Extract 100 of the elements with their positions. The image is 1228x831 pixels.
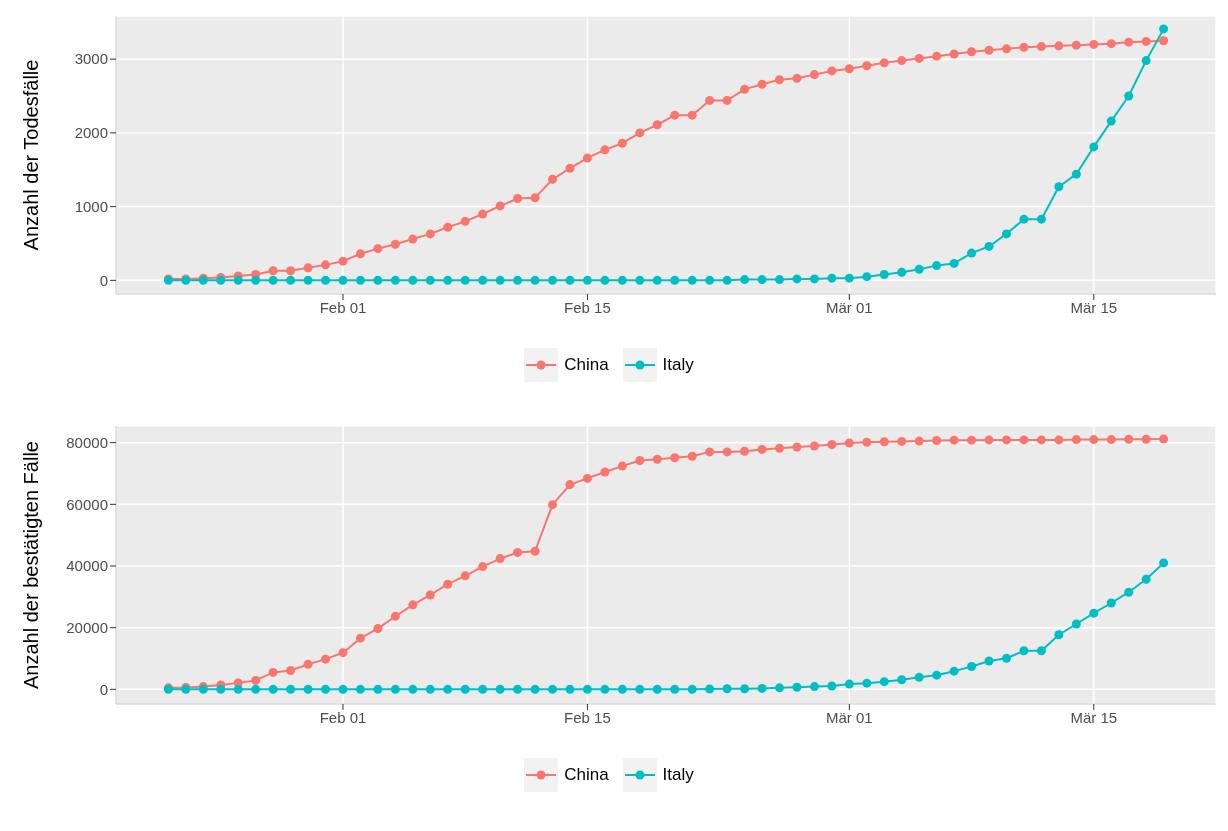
point: [216, 684, 226, 694]
point: [1071, 169, 1081, 179]
point: [1054, 41, 1064, 51]
point: [565, 684, 575, 694]
point: [792, 682, 802, 692]
y-axis-title: Anzahl der Todesfälle: [20, 59, 43, 251]
point: [582, 153, 592, 163]
point: [1106, 435, 1116, 445]
point: [233, 684, 243, 694]
point: [373, 684, 383, 694]
point: [740, 446, 750, 456]
point: [1054, 182, 1064, 192]
point: [1001, 229, 1011, 239]
point: [530, 193, 540, 203]
point: [600, 467, 610, 477]
point: [408, 684, 418, 694]
point: [443, 222, 453, 232]
point: [967, 662, 977, 672]
point: [1019, 646, 1029, 656]
point: [617, 684, 627, 694]
point: [286, 666, 296, 676]
point: [757, 275, 767, 285]
point: [1106, 39, 1116, 49]
point: [1106, 598, 1116, 608]
point: [565, 275, 575, 285]
point: [425, 275, 435, 285]
point: [530, 684, 540, 694]
point: [809, 70, 819, 80]
point: [949, 666, 959, 676]
y-tick-label: 40000: [66, 557, 108, 575]
point: [740, 275, 750, 285]
point: [1054, 630, 1064, 640]
y-tick-label: 0: [99, 271, 108, 289]
point: [460, 571, 470, 581]
point: [513, 547, 523, 557]
point: [949, 258, 959, 268]
point: [321, 684, 331, 694]
point: [635, 456, 645, 466]
legend-label: Italy: [662, 355, 694, 375]
point: [687, 275, 697, 285]
point: [932, 670, 942, 680]
point: [338, 275, 348, 285]
point: [914, 264, 924, 274]
point: [862, 678, 872, 688]
point: [740, 684, 750, 694]
point: [321, 260, 331, 270]
point: [879, 677, 889, 687]
point: [967, 47, 977, 57]
point: [251, 275, 261, 285]
point: [1054, 435, 1064, 445]
point: [1124, 587, 1134, 597]
point: [722, 95, 732, 105]
point: [740, 84, 750, 94]
point: [1071, 619, 1081, 629]
x-tick-label: Feb 15: [564, 298, 611, 316]
point: [635, 128, 645, 138]
point: [495, 554, 505, 564]
point: [338, 256, 348, 266]
point: [1159, 24, 1169, 34]
point: [670, 275, 680, 285]
point: [617, 275, 627, 285]
point: [809, 682, 819, 692]
point: [949, 435, 959, 445]
point: [757, 79, 767, 89]
y-tick-label: 1000: [74, 197, 108, 215]
point: [565, 480, 575, 490]
point: [390, 275, 400, 285]
point: [390, 239, 400, 249]
point: [635, 684, 645, 694]
point: [897, 267, 907, 277]
point: [600, 275, 610, 285]
point: [513, 684, 523, 694]
point: [984, 241, 994, 251]
legend-label: Italy: [662, 765, 694, 785]
point: [530, 275, 540, 285]
point: [1159, 558, 1169, 568]
point: [1124, 37, 1134, 47]
point: [1089, 435, 1099, 445]
point: [1001, 435, 1011, 445]
point: [949, 49, 959, 59]
point: [984, 45, 994, 55]
point: [774, 275, 784, 285]
point: [373, 275, 383, 285]
point: [1124, 434, 1134, 444]
y-axis-title: Anzahl der bestätigten Fälle: [20, 441, 43, 689]
point: [443, 579, 453, 589]
point: [1089, 39, 1099, 49]
point: [1141, 36, 1151, 46]
point: [670, 684, 680, 694]
point: [1159, 434, 1169, 444]
point: [600, 145, 610, 155]
point: [548, 500, 558, 510]
point: [565, 163, 575, 173]
point: [355, 275, 365, 285]
x-tick-label: Feb 01: [319, 298, 367, 316]
point: [984, 656, 994, 666]
point: [408, 275, 418, 285]
point: [303, 684, 313, 694]
point: [792, 73, 802, 83]
point: [1036, 42, 1046, 52]
